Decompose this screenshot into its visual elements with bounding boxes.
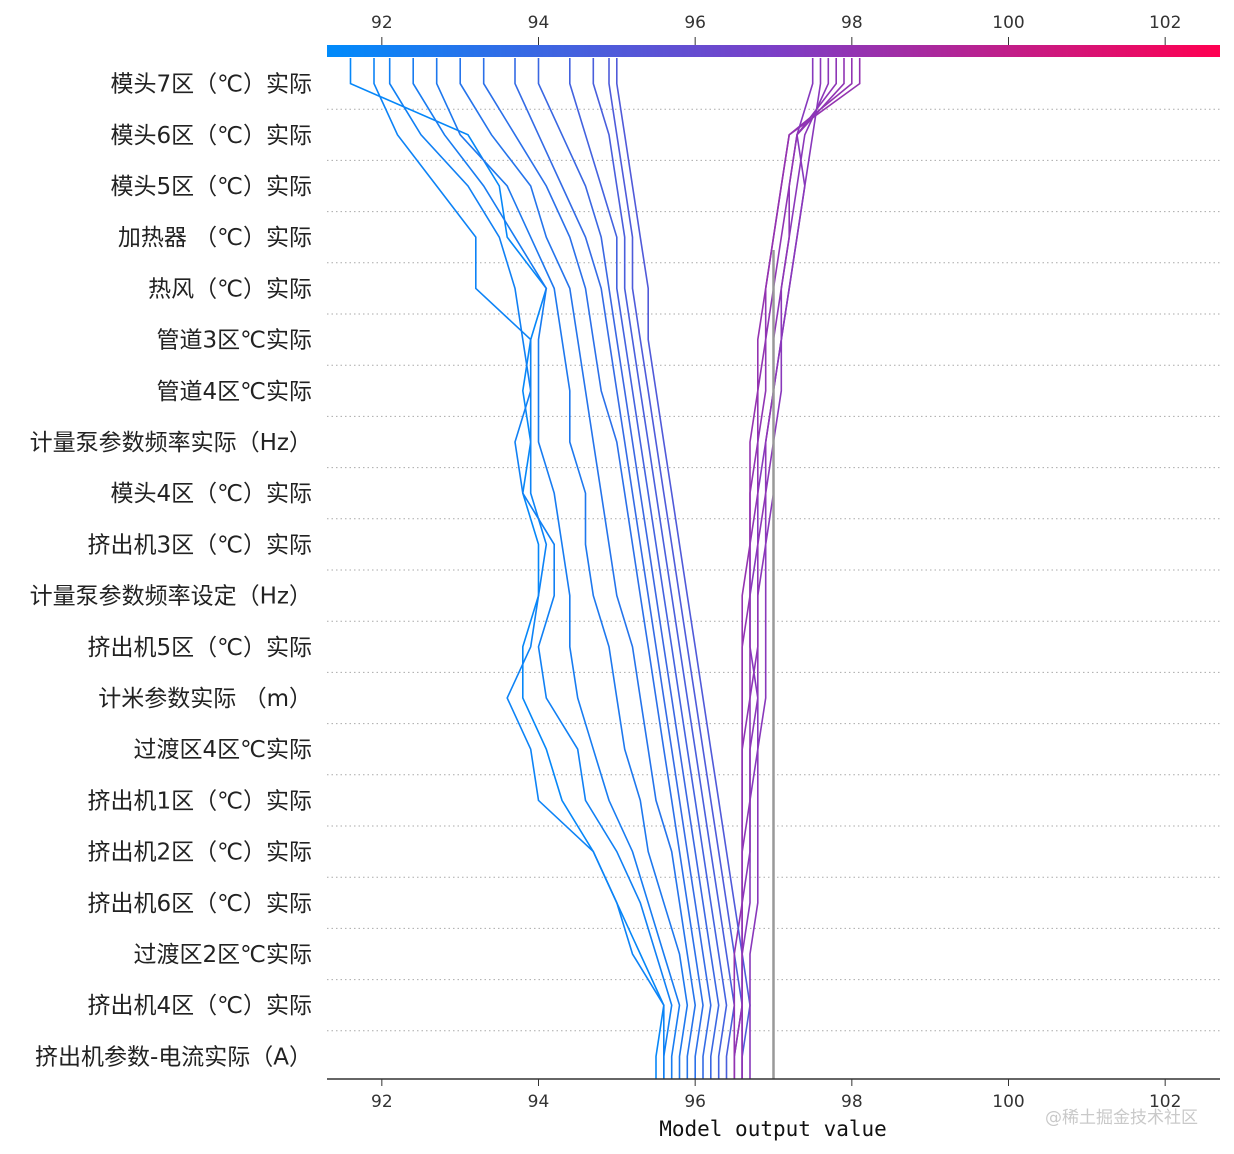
feature-label: 加热器 （℃）实际 [118, 225, 312, 251]
watermark: @稀土掘金技术社区 [1045, 1108, 1198, 1128]
sample-path [388, 58, 673, 1079]
top-tick-label: 94 [528, 13, 550, 33]
top-tick-label: 96 [684, 13, 706, 33]
feature-label: 模头4区（℃）实际 [111, 481, 312, 507]
top-tick-label: 102 [1149, 13, 1181, 33]
sample-path [459, 58, 697, 1079]
feature-label: 挤出机1区（℃）实际 [88, 788, 312, 814]
feature-label: 挤出机4区（℃）实际 [88, 993, 312, 1019]
feature-label: 管道4区℃实际 [157, 379, 312, 405]
sample-path [569, 58, 728, 1079]
x-axis-title: Model output value [659, 1117, 887, 1141]
top-tick-label: 98 [841, 13, 863, 33]
bottom-tick-label: 100 [992, 1092, 1024, 1112]
colorbar [327, 45, 1220, 57]
sample-path [749, 58, 822, 1079]
top-tick-labels: 92 94 96 98 100 102 [371, 13, 1181, 45]
sample-path [373, 58, 665, 1079]
sample-path [592, 58, 736, 1079]
bottom-tick-label: 96 [684, 1092, 706, 1112]
sample-path [608, 58, 744, 1079]
feature-label: 计量泵参数频率实际（Hz） [30, 430, 312, 456]
feature-label: 挤出机2区（℃）实际 [88, 840, 312, 866]
sample-path [349, 58, 665, 1079]
bottom-tick-label: 102 [1149, 1092, 1181, 1112]
feature-label: 模头7区（℃）实际 [111, 72, 312, 98]
feature-label: 计米参数实际 （m） [98, 686, 312, 712]
bottom-tick-label: 94 [528, 1092, 550, 1112]
sample-path [537, 58, 720, 1079]
feature-label: 过渡区4区℃实际 [134, 737, 312, 763]
sample-path [741, 58, 845, 1079]
feature-label: 挤出机5区（℃）实际 [88, 635, 312, 661]
bottom-tick-label: 92 [371, 1092, 393, 1112]
sample-paths [349, 58, 861, 1079]
feature-label: 管道3区℃实际 [157, 328, 312, 354]
sample-path [435, 58, 689, 1079]
feature-label: 模头5区（℃）实际 [111, 174, 312, 200]
top-tick-label: 92 [371, 13, 393, 33]
feature-label: 挤出机参数-电流实际（A） [35, 1044, 312, 1070]
sample-path [482, 58, 704, 1079]
feature-label: 热风（℃）实际 [148, 276, 312, 302]
sample-path [616, 58, 751, 1079]
feature-label: 挤出机6区（℃）实际 [88, 891, 312, 917]
bottom-tick-labels: 92 94 96 98 100 102 [371, 1079, 1181, 1112]
feature-label: 模头6区（℃）实际 [111, 123, 312, 149]
sample-path [412, 58, 681, 1079]
sample-path [514, 58, 712, 1079]
top-tick-label: 100 [992, 13, 1024, 33]
feature-label: 计量泵参数频率设定（Hz） [30, 584, 312, 610]
feature-label: 过渡区2区℃实际 [134, 942, 312, 968]
feature-label: 挤出机3区（℃）实际 [88, 532, 312, 558]
bottom-tick-label: 98 [841, 1092, 863, 1112]
